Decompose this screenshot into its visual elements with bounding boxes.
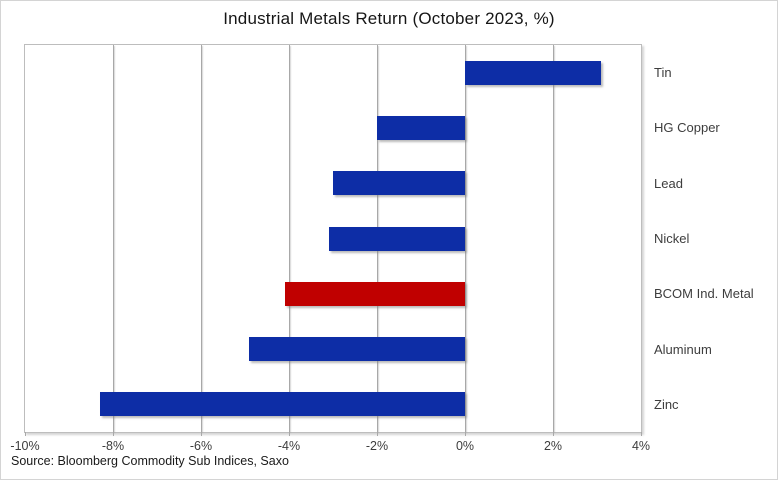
- x-axis-tick-label: 4%: [631, 439, 651, 453]
- bar-lead: [333, 171, 465, 196]
- gridline--4%: [289, 45, 290, 432]
- category-label-nickel: Nickel: [654, 230, 690, 246]
- axis-tick: [377, 432, 378, 436]
- axis-tick: [289, 432, 290, 436]
- x-axis-tick-label: 2%: [543, 439, 563, 453]
- axis-tick: [641, 432, 642, 436]
- bar-tin: [465, 60, 602, 85]
- plot-area: -10% -8% -6% -4% -2% 0% 2% 4% Tin HG Copper Lead Ni…: [10, 44, 754, 453]
- x-axis-tick-label: 0%: [455, 439, 475, 453]
- gridline--8%: [113, 45, 114, 432]
- category-label-aluminum: Aluminum: [654, 341, 712, 357]
- x-axis-tick-label: -4%: [277, 439, 301, 453]
- gridline--6%: [201, 45, 202, 432]
- bar-hg-copper: [377, 115, 465, 140]
- axis-tick: [201, 432, 202, 436]
- axis-tick: [25, 432, 26, 436]
- category-label-bcom-ind-metal: BCOM Ind. Metal: [654, 286, 754, 302]
- category-label-zinc: Zinc: [654, 396, 679, 412]
- x-axis-tick-label: -6%: [189, 439, 213, 453]
- x-axis-tick-label: -10%: [10, 439, 40, 453]
- bar-aluminum: [249, 337, 465, 362]
- gridline-2%: [553, 45, 554, 432]
- axis-tick: [113, 432, 114, 436]
- category-label-tin: Tin: [654, 65, 672, 81]
- x-axis-tick-label: -8%: [101, 439, 125, 453]
- axis-tick: [465, 432, 466, 436]
- x-axis-tick-label: -2%: [365, 439, 389, 453]
- category-label-hg-copper: HG Copper: [654, 120, 720, 136]
- source-note: Source: Bloomberg Commodity Sub Indices,…: [11, 454, 289, 468]
- bar-nickel: [328, 226, 465, 251]
- bar-zinc: [99, 392, 465, 417]
- category-label-lead: Lead: [654, 175, 683, 191]
- bar-bcom-ind-metal: [284, 281, 465, 306]
- axis-tick: [553, 432, 554, 436]
- chart-title: Industrial Metals Return (October 2023, …: [223, 9, 555, 28]
- gridline-0%: [465, 45, 466, 432]
